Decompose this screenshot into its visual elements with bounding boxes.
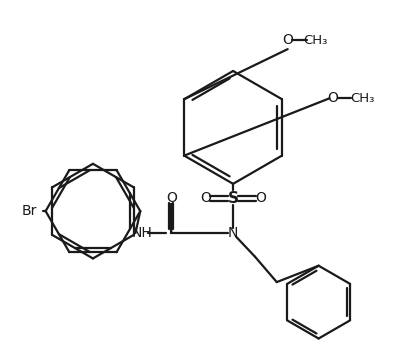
- Text: NH: NH: [132, 226, 152, 240]
- Text: S: S: [227, 191, 239, 206]
- Text: CH₃: CH₃: [303, 33, 327, 47]
- Text: O: O: [166, 191, 177, 205]
- Text: O: O: [200, 191, 211, 205]
- Text: O: O: [282, 33, 293, 47]
- Text: N: N: [228, 226, 238, 240]
- Text: CH₃: CH₃: [350, 92, 374, 105]
- Text: O: O: [255, 191, 266, 205]
- Text: O: O: [328, 91, 339, 105]
- Text: Br: Br: [21, 204, 37, 218]
